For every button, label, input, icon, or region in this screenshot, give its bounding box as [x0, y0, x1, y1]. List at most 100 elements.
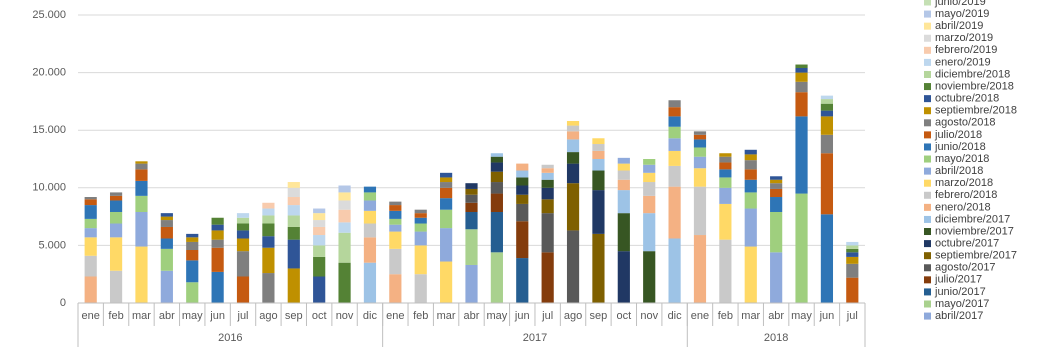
bar-segment: [389, 205, 402, 211]
bar-segment: [668, 165, 681, 187]
bar-segment: [84, 205, 97, 219]
bar-segment: [236, 238, 250, 252]
bar-segment: [719, 239, 732, 303]
x-tick-label: ene: [691, 310, 709, 322]
legend-swatch: [924, 70, 931, 78]
bar-segment: [770, 197, 783, 212]
legend-label: octubre/2018: [935, 93, 999, 105]
bar-segment: [566, 163, 580, 184]
bar-segment: [770, 252, 783, 303]
bar-segment: [592, 144, 605, 151]
bar-segment: [719, 177, 732, 188]
bar-segment: [440, 209, 453, 229]
x-tick-label: mar: [437, 310, 456, 322]
bar-segment: [160, 270, 173, 303]
bar-segment: [84, 197, 97, 200]
bar-segment: [643, 159, 656, 165]
legend-label: abril/2019: [935, 20, 983, 32]
bar-segment: [211, 224, 224, 231]
bar-segment: [236, 230, 250, 239]
bar-segment: [541, 252, 554, 303]
bar-segment: [566, 152, 580, 164]
bar-segment: [135, 169, 148, 181]
bar-segment: [617, 251, 630, 303]
bar-segment: [820, 103, 834, 111]
legend-label: marzo/2019: [935, 32, 993, 44]
bar-segment: [160, 216, 173, 221]
x-tick-label: sep: [590, 310, 608, 322]
y-tick-label: 25.000: [32, 9, 66, 21]
bar-segment: [566, 120, 580, 126]
bar-segment: [211, 230, 224, 240]
bar-segment: [770, 179, 783, 184]
legend-swatch: [924, 276, 931, 284]
bar-segment: [236, 213, 250, 218]
bar-segment: [287, 187, 300, 198]
bar-segment: [719, 203, 732, 240]
bar-segment: [414, 217, 427, 224]
legend-swatch: [924, 34, 931, 42]
x-tick-label: abr: [768, 310, 784, 322]
bar-segment: [719, 162, 732, 170]
x-tick-label: nov: [640, 310, 658, 322]
bar-segment: [465, 264, 478, 303]
bar-segment: [160, 248, 173, 271]
bar-segment: [160, 226, 173, 239]
legend-label: enero/2018: [935, 201, 991, 213]
bar-segment: [440, 198, 453, 210]
x-tick-label: feb: [108, 310, 123, 322]
bar-segment: [744, 169, 757, 180]
bar-segment: [744, 160, 757, 170]
bar-segment: [440, 228, 453, 262]
bar-segment: [693, 168, 707, 187]
bar-segment: [211, 247, 224, 272]
bar-segment: [541, 164, 554, 169]
bar-segment: [719, 156, 732, 163]
bar-segment: [465, 188, 478, 195]
legend-label: enero/2019: [935, 56, 991, 68]
bar-segment: [262, 215, 275, 224]
bar-segment: [160, 238, 173, 249]
bar-segment: [490, 252, 503, 303]
y-tick-label: 10.000: [32, 182, 66, 194]
bar-segment: [846, 241, 859, 246]
bar-segment: [236, 217, 250, 224]
x-tick-label: may: [182, 310, 203, 322]
legend-swatch: [924, 143, 931, 151]
bar-segment: [389, 210, 402, 219]
bar-segment: [820, 110, 834, 117]
bar-segment: [820, 214, 834, 303]
bar-segment: [186, 233, 199, 238]
legend-label: noviembre/2018: [935, 80, 1014, 92]
x-tick-label: feb: [718, 310, 733, 322]
legend-label: marzo/2018: [935, 177, 993, 189]
y-tick-label: 5.000: [38, 239, 66, 251]
bar-segment: [389, 231, 402, 249]
bar-segment: [617, 213, 630, 252]
bar-segment: [795, 64, 808, 68]
bar-segment: [770, 188, 783, 198]
bar-segment: [414, 213, 427, 218]
legend-swatch: [924, 203, 931, 211]
bar-segment: [236, 223, 250, 231]
legend-label: abril/2017: [935, 310, 983, 322]
bar-segment: [135, 161, 148, 164]
bar-segment: [541, 172, 554, 180]
bar-segment: [617, 179, 630, 191]
bar-segment: [135, 211, 148, 247]
bar-segment: [414, 231, 427, 246]
legend-swatch: [924, 22, 931, 30]
bar-segment: [643, 213, 656, 252]
x-tick-label: ago: [564, 310, 582, 322]
bar-segment: [846, 252, 859, 257]
bar-segment: [84, 199, 97, 206]
bar-segment: [744, 192, 757, 209]
bar-segment: [414, 274, 427, 303]
bar-segment: [592, 170, 605, 191]
bar-segment: [566, 131, 580, 140]
bar-segment: [262, 202, 275, 209]
bar-segment: [109, 270, 123, 303]
bar-segment: [287, 239, 300, 269]
legend-label: mayo/2018: [935, 153, 989, 165]
bar-segment: [795, 92, 808, 117]
